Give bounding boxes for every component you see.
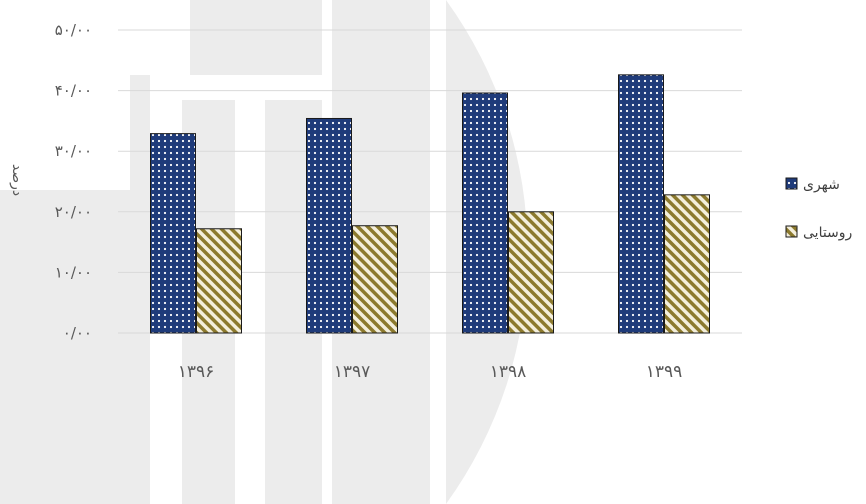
y-tick-labels: ۰/۰۰ ۱۰/۰۰ ۲۰/۰۰ ۳۰/۰۰ ۴۰/۰۰ ۵۰/۰۰ bbox=[55, 21, 92, 342]
bar-rural bbox=[508, 211, 554, 334]
bar-urban bbox=[618, 74, 664, 334]
y-tick-label: ۰/۰۰ bbox=[63, 324, 92, 342]
x-tick-label: ۱۳۹۸ bbox=[490, 362, 527, 382]
bar-rural bbox=[196, 228, 242, 334]
bar-rural bbox=[352, 225, 398, 334]
bar-urban bbox=[306, 117, 352, 334]
y-axis-title: درصد bbox=[9, 164, 25, 196]
y-tick-label: ۵۰/۰۰ bbox=[55, 21, 92, 39]
x-tick-label: ۱۳۹۷ bbox=[334, 362, 371, 382]
legend-label: روستایی bbox=[803, 225, 852, 241]
x-tick-labels: ۱۳۹۶ ۱۳۹۷ ۱۳۹۸ ۱۳۹۹ bbox=[178, 362, 683, 382]
y-tick-label: ۲۰/۰۰ bbox=[55, 203, 92, 221]
y-tick-label: ۱۰/۰۰ bbox=[55, 263, 92, 281]
bars bbox=[150, 74, 710, 334]
bar-urban bbox=[462, 92, 508, 334]
legend-label: شهری bbox=[803, 177, 840, 193]
x-tick-label: ۱۳۹۶ bbox=[178, 362, 215, 382]
bar-urban bbox=[150, 133, 196, 334]
legend-swatch bbox=[785, 177, 798, 190]
legend-swatch bbox=[785, 225, 798, 238]
legend: شهری روستایی bbox=[785, 177, 852, 241]
bar-rural bbox=[664, 194, 710, 334]
y-tick-label: ۴۰/۰۰ bbox=[55, 82, 92, 100]
y-tick-label: ۳۰/۰۰ bbox=[55, 142, 92, 160]
x-tick-label: ۱۳۹۹ bbox=[646, 362, 683, 382]
